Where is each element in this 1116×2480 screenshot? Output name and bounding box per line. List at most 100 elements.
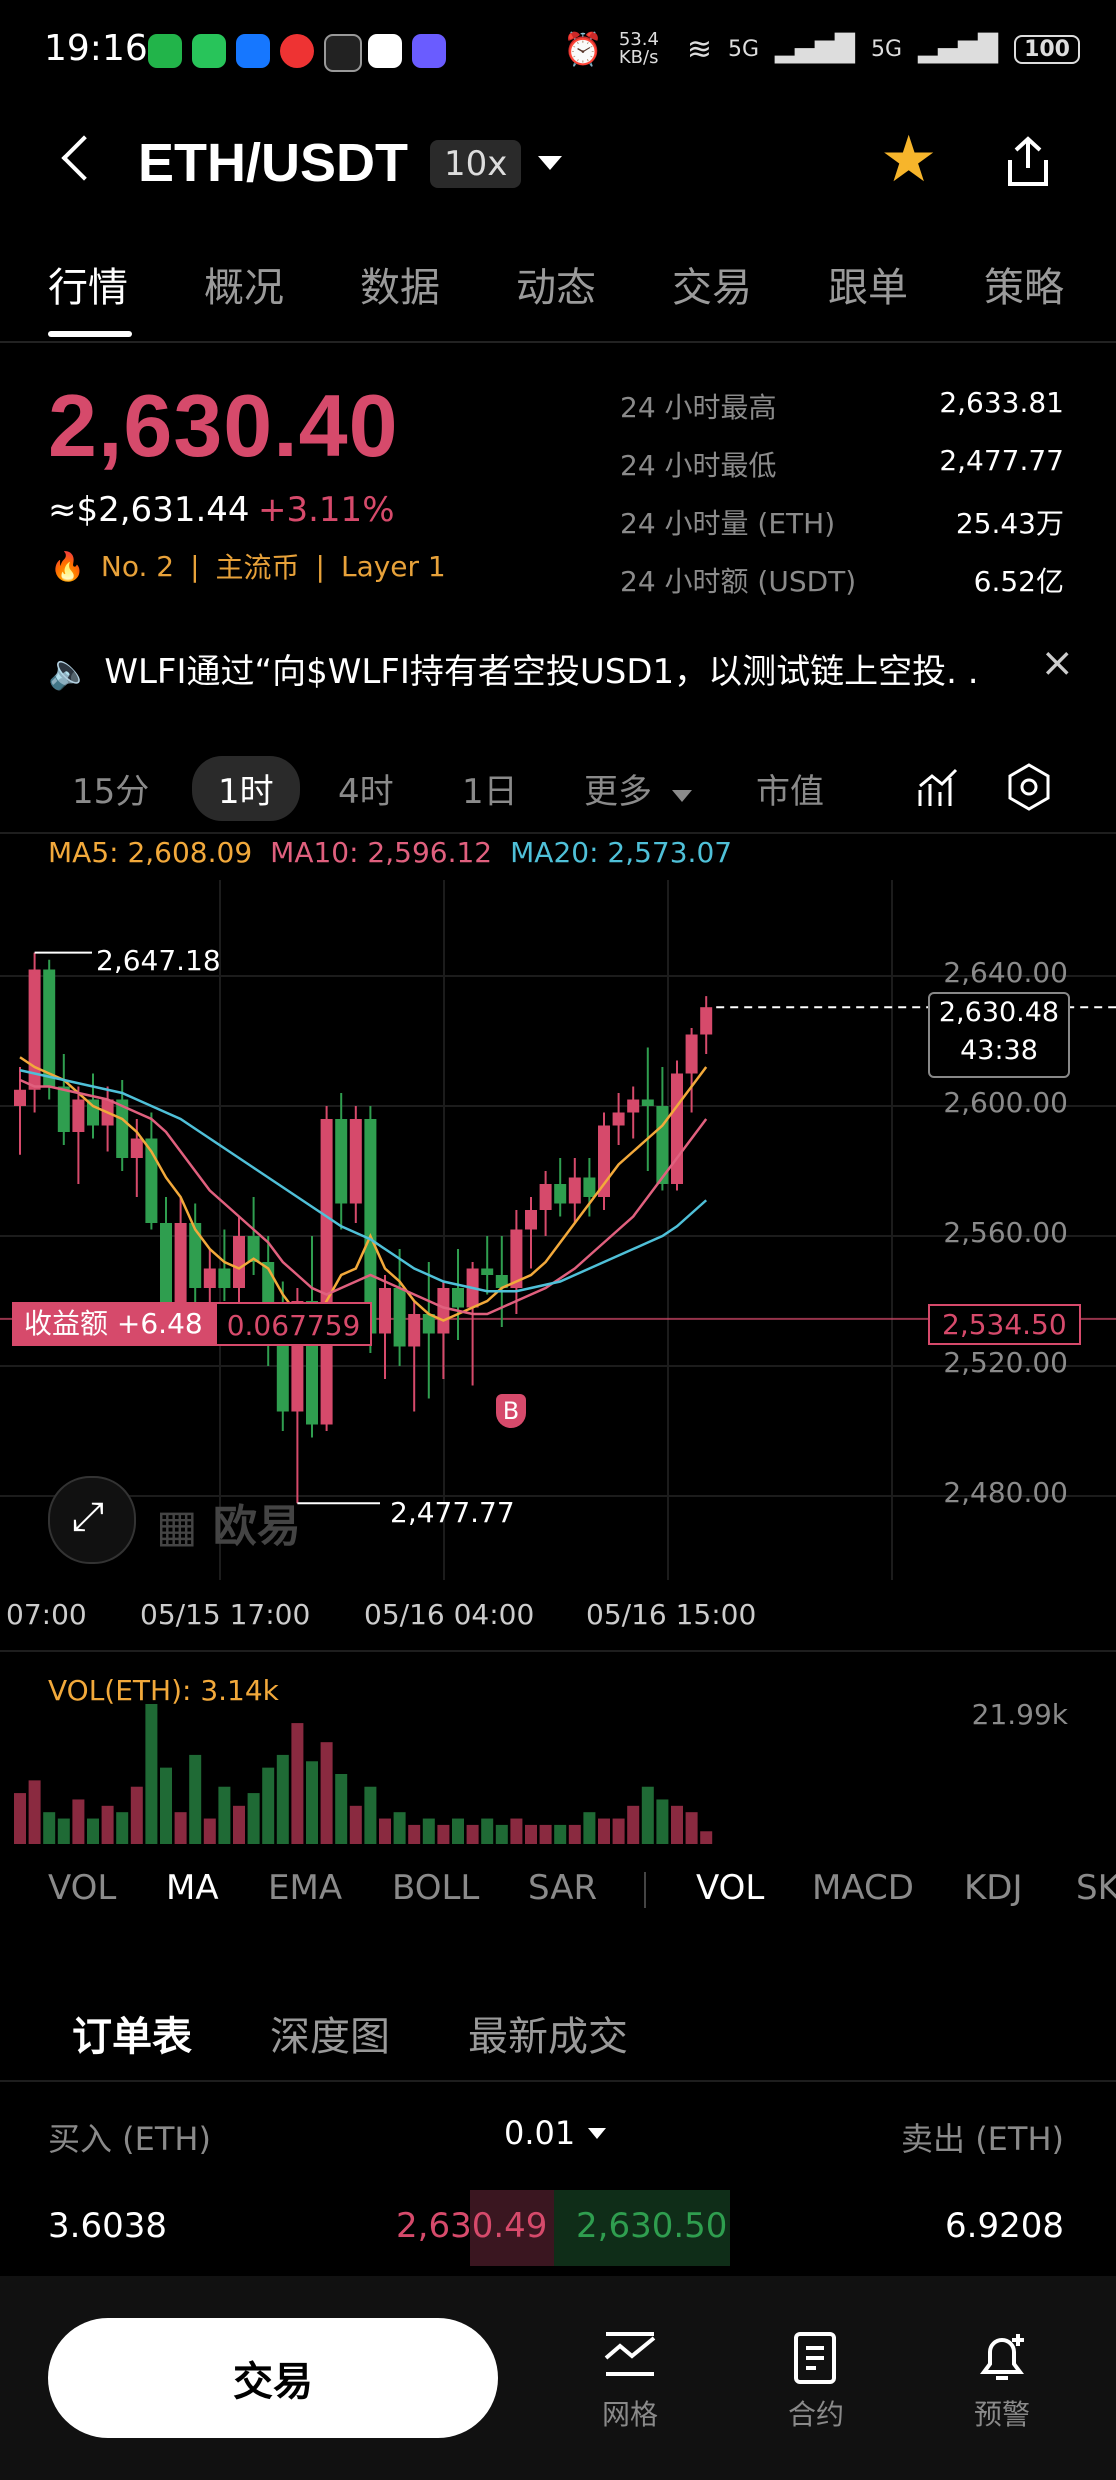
- chevron-down-icon[interactable]: [672, 790, 692, 802]
- trade-button[interactable]: 交易: [48, 2318, 498, 2438]
- grid-chart-icon: [604, 2332, 656, 2376]
- volume-bar: [685, 1812, 698, 1844]
- leverage-badge[interactable]: 10x: [430, 140, 522, 188]
- ma-legend: MA5: 2,608.09 MA10: 2,596.12 MA20: 2,573.0…: [48, 836, 732, 869]
- signal-label: 5G: [728, 36, 760, 62]
- nav-alert-label: 预警: [973, 2398, 1030, 2431]
- volume-bar: [174, 1812, 187, 1844]
- indicator-ma[interactable]: MA: [166, 1868, 219, 1908]
- clock: 19:16: [44, 28, 148, 69]
- indicator-boll[interactable]: BOLL: [392, 1868, 480, 1908]
- precision-select[interactable]: 0.01: [504, 2114, 576, 2152]
- tab-latest-trades[interactable]: 最新成交: [468, 2014, 628, 2060]
- wechat-icon: [148, 34, 182, 68]
- y-tick: 2,520.00: [943, 1346, 1068, 1379]
- candle-body: [364, 1119, 377, 1334]
- indicator-sk[interactable]: SK: [1076, 1868, 1116, 1908]
- tab-orderbook[interactable]: 订单表: [72, 2014, 192, 2060]
- sell-header: 卖出 (ETH): [901, 2120, 1064, 2158]
- watermark-logo: ▦ 欧易: [156, 1490, 301, 1554]
- rank-tag[interactable]: No. 2: [100, 549, 175, 583]
- x-tick: 05/15 17:00: [140, 1598, 311, 1631]
- volume-bar: [510, 1818, 523, 1844]
- chevron-down-icon[interactable]: [588, 2128, 606, 2139]
- bid-price[interactable]: 2,630.49: [396, 2206, 548, 2246]
- nav-contract[interactable]: 合约: [746, 2330, 886, 2433]
- tab-market[interactable]: 行情: [48, 265, 128, 311]
- ask-price[interactable]: 2,630.50: [576, 2206, 728, 2246]
- buy-header: 买入 (ETH): [48, 2120, 211, 2158]
- volume-bar: [335, 1774, 348, 1844]
- volume-bar: [189, 1754, 202, 1844]
- category-tag[interactable]: 主流币: [215, 551, 300, 584]
- indicator-ema[interactable]: EMA: [268, 1868, 343, 1908]
- share-icon[interactable]: [1004, 136, 1052, 188]
- volume-bar: [130, 1786, 143, 1844]
- volume-bar: [539, 1824, 552, 1844]
- indicator-vol-sub[interactable]: VOL: [696, 1868, 765, 1908]
- nav-grid[interactable]: 网格: [560, 2330, 700, 2433]
- candle-body: [43, 969, 56, 1087]
- pair-title[interactable]: ETH/USDT: [138, 133, 408, 193]
- signal-label: 5G: [871, 36, 903, 62]
- tab-strategy[interactable]: 策略: [984, 265, 1064, 311]
- market-cap-tab[interactable]: 市值: [756, 772, 824, 812]
- tab-copy-trading[interactable]: 跟单: [828, 265, 908, 311]
- message-icon: [192, 34, 226, 68]
- timeframe-1d[interactable]: 1日: [462, 772, 518, 812]
- volume-bar: [700, 1831, 713, 1844]
- chart-area[interactable]: [0, 832, 1116, 1834]
- star-icon[interactable]: ★: [880, 123, 938, 197]
- candle-body: [422, 1314, 435, 1334]
- timeframe-15m[interactable]: 15分: [72, 772, 150, 812]
- volume-bar: [408, 1824, 421, 1844]
- x-tick: 07:00: [6, 1598, 87, 1631]
- volume-bar: [466, 1824, 479, 1844]
- tab-data[interactable]: 数据: [360, 265, 440, 311]
- candle-body: [72, 1099, 85, 1132]
- candle-body: [379, 1288, 391, 1334]
- indicator-vol[interactable]: VOL: [48, 1868, 117, 1908]
- close-icon[interactable]: ×: [1040, 640, 1074, 686]
- volume-bar: [437, 1824, 450, 1844]
- chevron-down-icon[interactable]: [538, 156, 562, 170]
- position-indicator[interactable]: 收益额 +6.48 0.067759: [12, 1302, 373, 1346]
- indicator-kdj[interactable]: KDJ: [964, 1868, 1023, 1908]
- tab-overview[interactable]: 概况: [204, 265, 284, 311]
- tab-depth-chart[interactable]: 深度图: [270, 2014, 390, 2060]
- category-tag[interactable]: Layer 1: [340, 549, 446, 583]
- contract-icon: [794, 2332, 836, 2384]
- current-price-marker: 2,630.48 43:38: [928, 992, 1070, 1078]
- tab-news[interactable]: 动态: [516, 265, 596, 311]
- stat-value: 6.52亿: [973, 565, 1064, 598]
- indicator-icon[interactable]: [916, 766, 960, 810]
- volume-panel: [0, 1650, 1116, 1847]
- buy-quantity[interactable]: 3.6038: [48, 2206, 167, 2246]
- candle-body: [627, 1099, 640, 1113]
- volume-bar: [247, 1793, 260, 1844]
- nav-alert[interactable]: 预警: [932, 2330, 1072, 2433]
- volume-bar: [422, 1818, 435, 1844]
- volume-bar: [583, 1812, 596, 1844]
- settings-icon[interactable]: [1006, 762, 1052, 812]
- candle-body: [203, 1268, 216, 1288]
- timeframe-4h[interactable]: 4时: [338, 772, 394, 812]
- indicator-sar[interactable]: SAR: [528, 1868, 598, 1908]
- candle-body: [160, 1223, 172, 1314]
- expand-button[interactable]: ⤢: [48, 1476, 136, 1564]
- volume-bar: [379, 1818, 391, 1844]
- timeframe-more[interactable]: 更多: [584, 772, 652, 812]
- indicator-macd[interactable]: MACD: [812, 1868, 914, 1908]
- tab-trade[interactable]: 交易: [672, 265, 752, 311]
- ma20-label: MA20: 2,573.07: [510, 836, 733, 869]
- announcement-bar[interactable]: 🔈 WLFI通过“向$WLFI持有者空投USD1，以测试链上空投. .: [48, 644, 979, 693]
- candle-body: [481, 1268, 494, 1275]
- back-icon[interactable]: [61, 135, 107, 181]
- stat-value: 25.43万: [955, 507, 1064, 540]
- candle-countdown: 43:38: [960, 1035, 1038, 1066]
- high-label: 2,647.18: [96, 944, 221, 977]
- timeframe-1h[interactable]: 1时: [192, 756, 300, 821]
- position-pnl: 收益额 +6.48: [12, 1302, 215, 1346]
- active-tab-indicator: [48, 331, 132, 337]
- sell-quantity[interactable]: 6.9208: [945, 2206, 1064, 2246]
